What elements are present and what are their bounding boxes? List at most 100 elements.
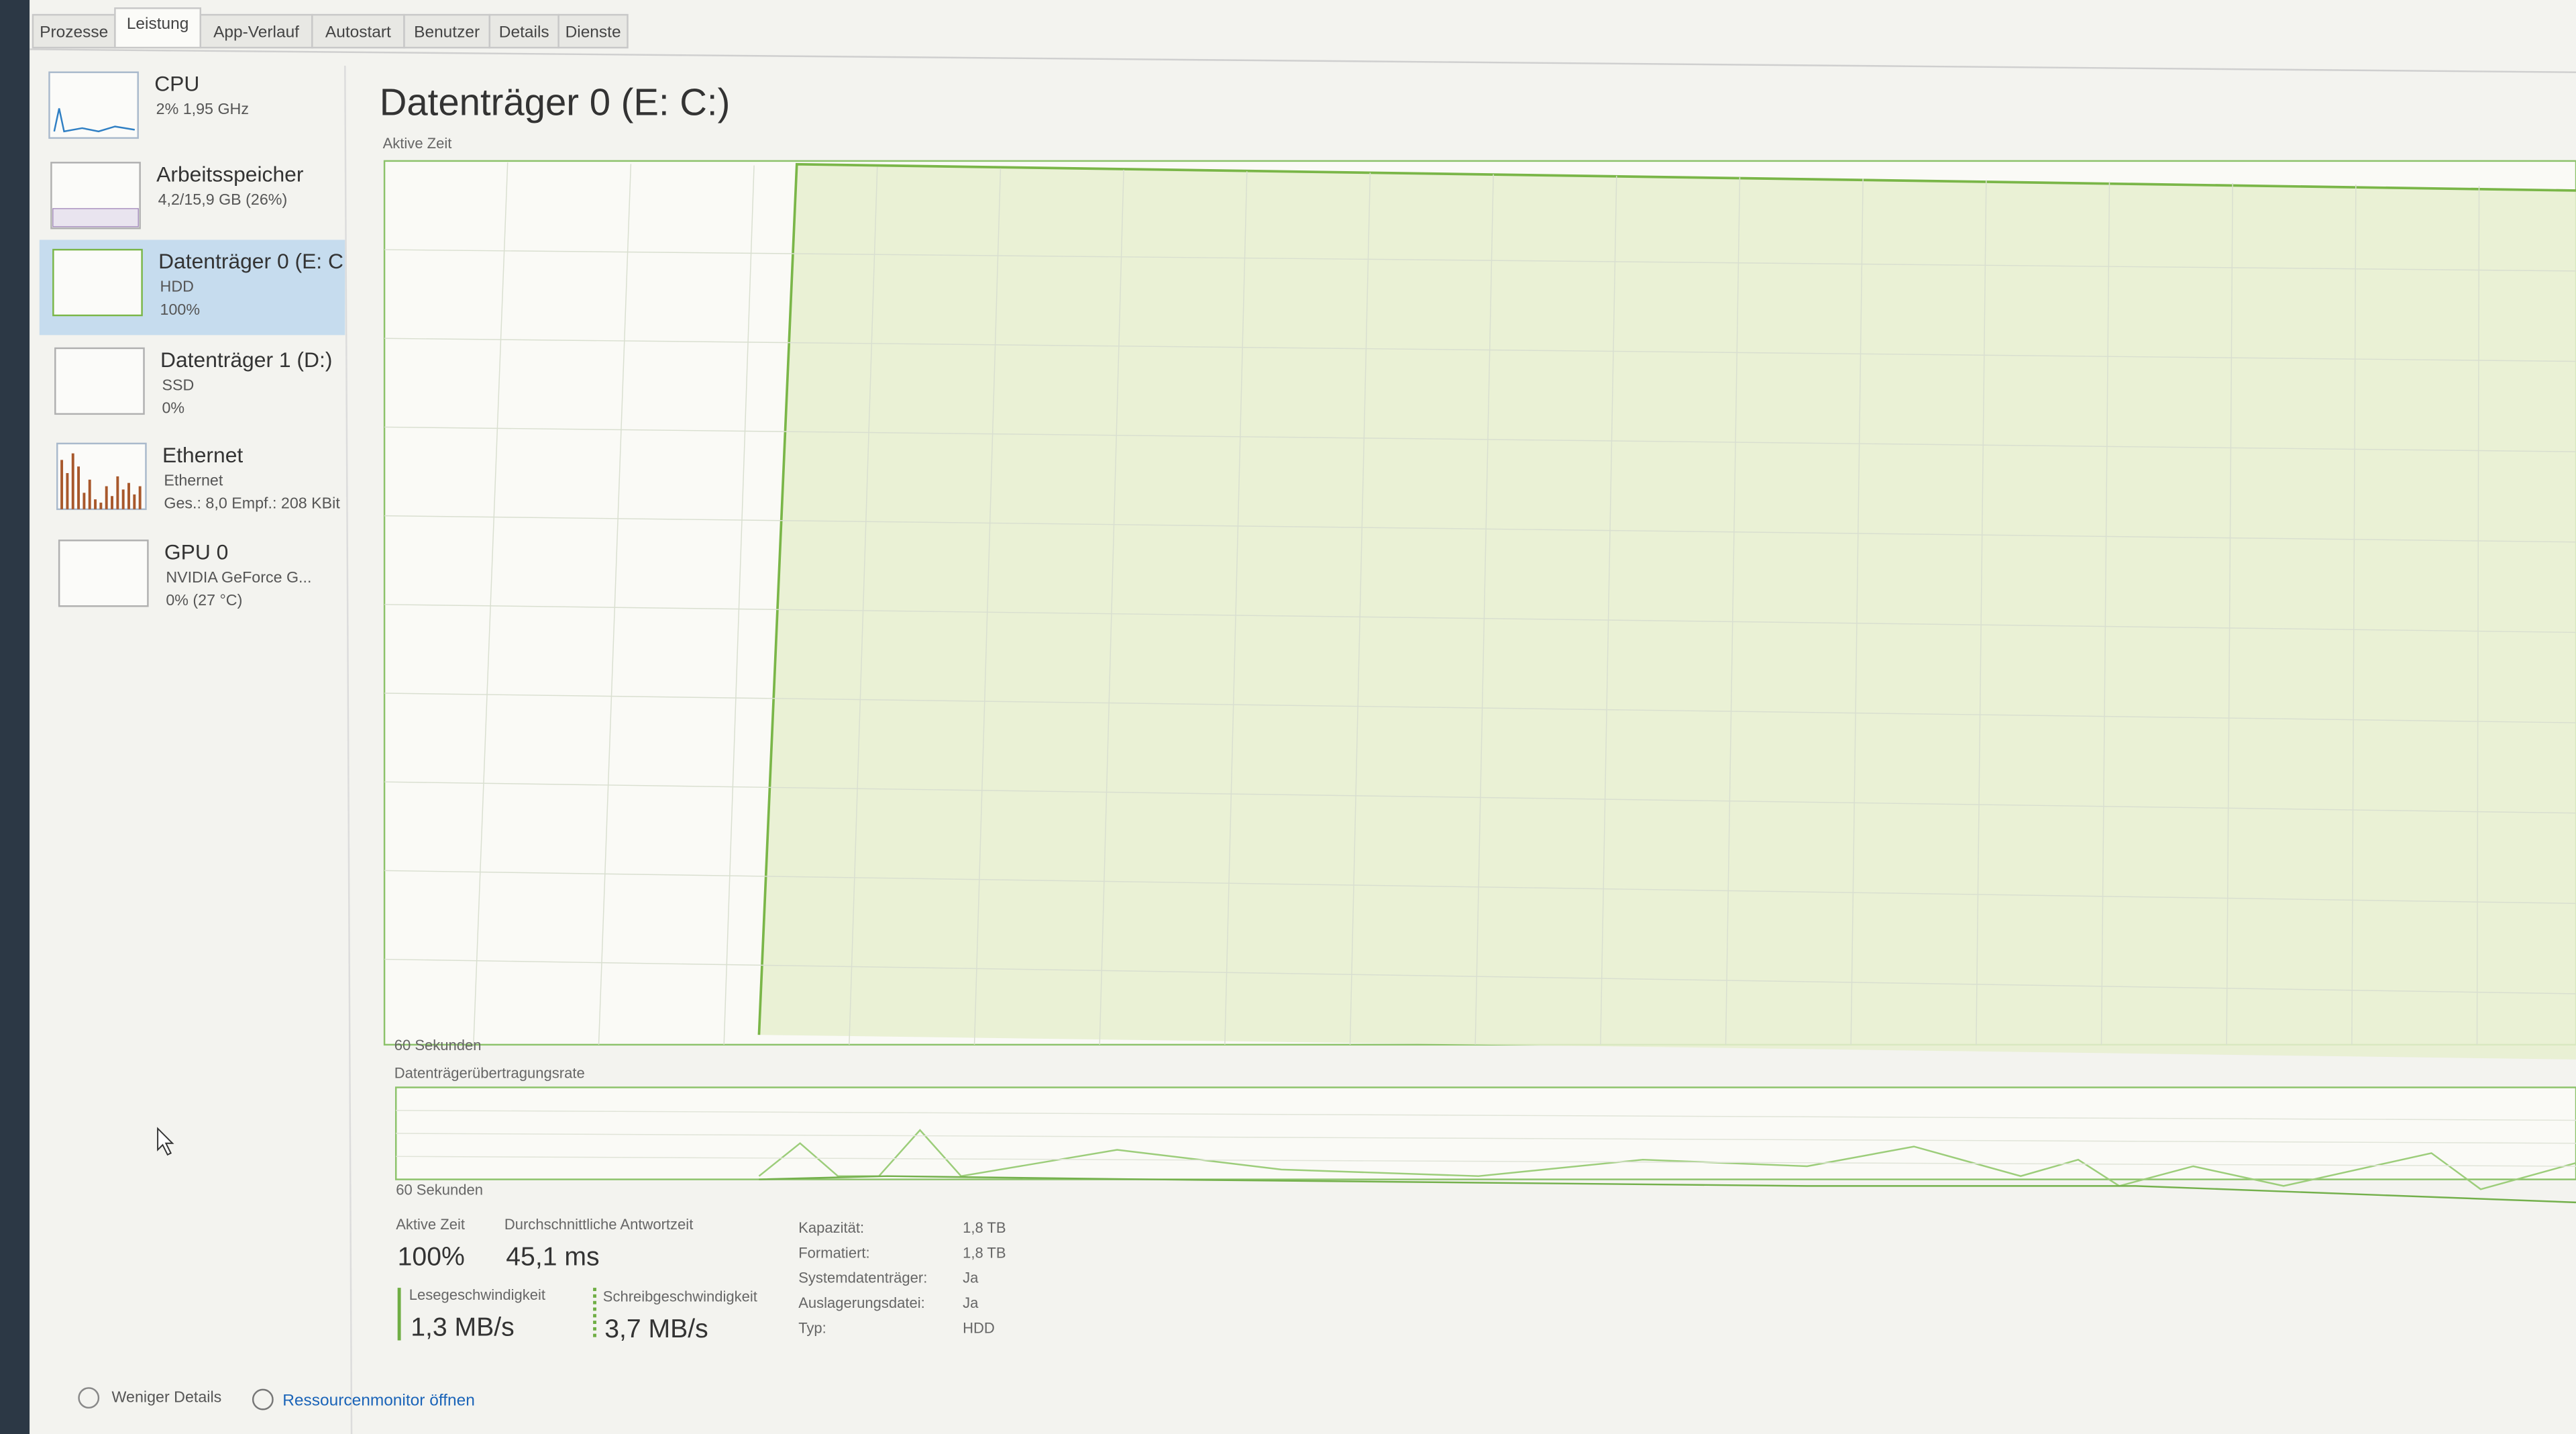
tab-bar: Prozesse Leistung App-Verlauf Autostart Benu… — [32, 7, 629, 49]
item-title: Datenträger 1 (D:) — [160, 348, 332, 372]
graph-axis: 60 Sekunden — [396, 1182, 483, 1198]
tab-label[interactable]: Autostart — [325, 23, 391, 41]
thumbnail-bar — [60, 460, 64, 509]
grid-line — [1224, 171, 1248, 1045]
tab-label[interactable]: Dienste — [566, 23, 621, 41]
graph-frame — [394, 1086, 2576, 1180]
tab[interactable] — [557, 13, 629, 49]
grid-line — [1725, 177, 1741, 1045]
thumbnail — [54, 347, 145, 415]
item-title: Arbeitsspeicher — [156, 162, 304, 186]
item-detail: 100% — [160, 301, 200, 318]
graph-fill — [759, 164, 2576, 1060]
tab-label[interactable]: Prozesse — [40, 23, 108, 41]
stat-label: Aktive Zeit — [396, 1216, 465, 1233]
stat-label: Schreibgeschwindigkeit — [603, 1288, 757, 1305]
tab[interactable] — [403, 13, 491, 49]
thumbnail-bar — [99, 503, 103, 509]
grid-line — [384, 958, 2576, 994]
read-line — [758, 1129, 2576, 1190]
thumbnail-bar — [77, 466, 80, 509]
tab-rule — [30, 48, 2576, 73]
graph-label: Datenträgerübertragungsrate — [394, 1065, 585, 1082]
stats: Aktive Zeit 100% Durchschnittliche Antwort… — [396, 1216, 757, 1343]
item-title: CPU — [154, 72, 199, 96]
item-detail: NVIDIA GeForce G... — [166, 568, 311, 586]
grid-line — [973, 168, 1002, 1045]
tab-label[interactable]: App-Verlauf — [213, 23, 299, 41]
tab[interactable] — [114, 7, 201, 49]
property-value: Ja — [963, 1270, 979, 1286]
grid-line — [384, 515, 2576, 543]
item-title: Ethernet — [162, 443, 243, 467]
tab[interactable] — [311, 13, 405, 49]
grid-line — [384, 338, 2576, 362]
property-label: Auslagerungsdatei: — [798, 1294, 925, 1311]
thumbnail-bar — [138, 486, 142, 509]
properties: Kapazität: 1,8 TB Formatiert: 1,8 TB Systemd… — [798, 1219, 1006, 1337]
tab[interactable] — [199, 13, 313, 49]
mouse-cursor — [157, 1127, 174, 1156]
tab[interactable] — [32, 13, 116, 49]
active-time-graph — [383, 160, 2576, 1060]
tab[interactable] — [488, 13, 559, 49]
transfer-graph — [394, 1086, 2576, 1204]
thumbnail — [56, 442, 147, 511]
thumbnail — [58, 540, 149, 607]
tab-label[interactable]: Leistung — [127, 15, 189, 33]
property-label: Systemdatenträger: — [798, 1270, 927, 1286]
thumbnail — [52, 248, 143, 317]
grid-line — [1850, 178, 1864, 1045]
sidebar-divider — [344, 65, 353, 1434]
grid-line — [396, 1133, 2576, 1144]
property-value: 1,8 TB — [963, 1244, 1006, 1261]
thumbnail-bar — [121, 489, 125, 509]
monitor-icon — [252, 1388, 274, 1411]
thumbnail-bar — [94, 499, 97, 509]
grid-line — [384, 870, 2576, 905]
grid-line — [1474, 174, 1494, 1045]
less-details[interactable]: Weniger Details — [112, 1388, 222, 1405]
grid-line — [384, 426, 2576, 452]
stat-value: 45,1 ms — [506, 1242, 599, 1271]
resource-monitor-link[interactable]: Ressourcenmonitor öffnen — [282, 1392, 475, 1410]
grid-line — [384, 249, 2576, 272]
grid-line — [598, 164, 632, 1045]
graph-axis: 60 Sekunden — [394, 1037, 482, 1054]
grid-line — [396, 1156, 2576, 1167]
item-title: Datenträger 0 (E: C — [158, 249, 343, 273]
stat-value: 1,3 MB/s — [411, 1313, 515, 1342]
stat-value: 100% — [398, 1242, 465, 1271]
thumbnail-line — [53, 108, 136, 133]
property-label: Kapazität: — [798, 1219, 864, 1236]
property-value: 1,8 TB — [963, 1219, 1006, 1236]
thumbnail-bar — [83, 493, 86, 509]
grid-line — [384, 604, 2576, 633]
grid-line — [384, 693, 2576, 723]
grid-line — [1099, 170, 1124, 1045]
grid-line — [1349, 172, 1371, 1045]
thumbnail-bar — [111, 496, 113, 509]
tab-label[interactable]: Details — [499, 23, 549, 41]
grid-line — [1976, 180, 1987, 1045]
sidebar: CPU 2% 1,95 GHz Arbeitsspeicher 4,2/15,9 GB… — [39, 71, 345, 609]
item-detail: 0% — [162, 399, 184, 417]
grid-line — [723, 165, 755, 1045]
item-detail: Ethernet — [164, 471, 223, 489]
tab-label[interactable]: Benutzer — [414, 23, 480, 41]
stat-value: 3,7 MB/s — [604, 1315, 708, 1343]
item-detail: HDD — [160, 278, 194, 295]
thumbnail-bar — [127, 482, 130, 509]
thumbnail-bar — [116, 476, 119, 509]
grid-line — [1600, 175, 1617, 1045]
property-label: Formatiert: — [798, 1244, 869, 1261]
grid-line — [2351, 185, 2357, 1045]
item-title: GPU 0 — [164, 540, 228, 564]
property-value: Ja — [963, 1294, 979, 1311]
grid-line — [473, 162, 508, 1045]
item-detail: 4,2/15,9 GB (26%) — [158, 191, 288, 208]
grid-line — [396, 1110, 2576, 1121]
